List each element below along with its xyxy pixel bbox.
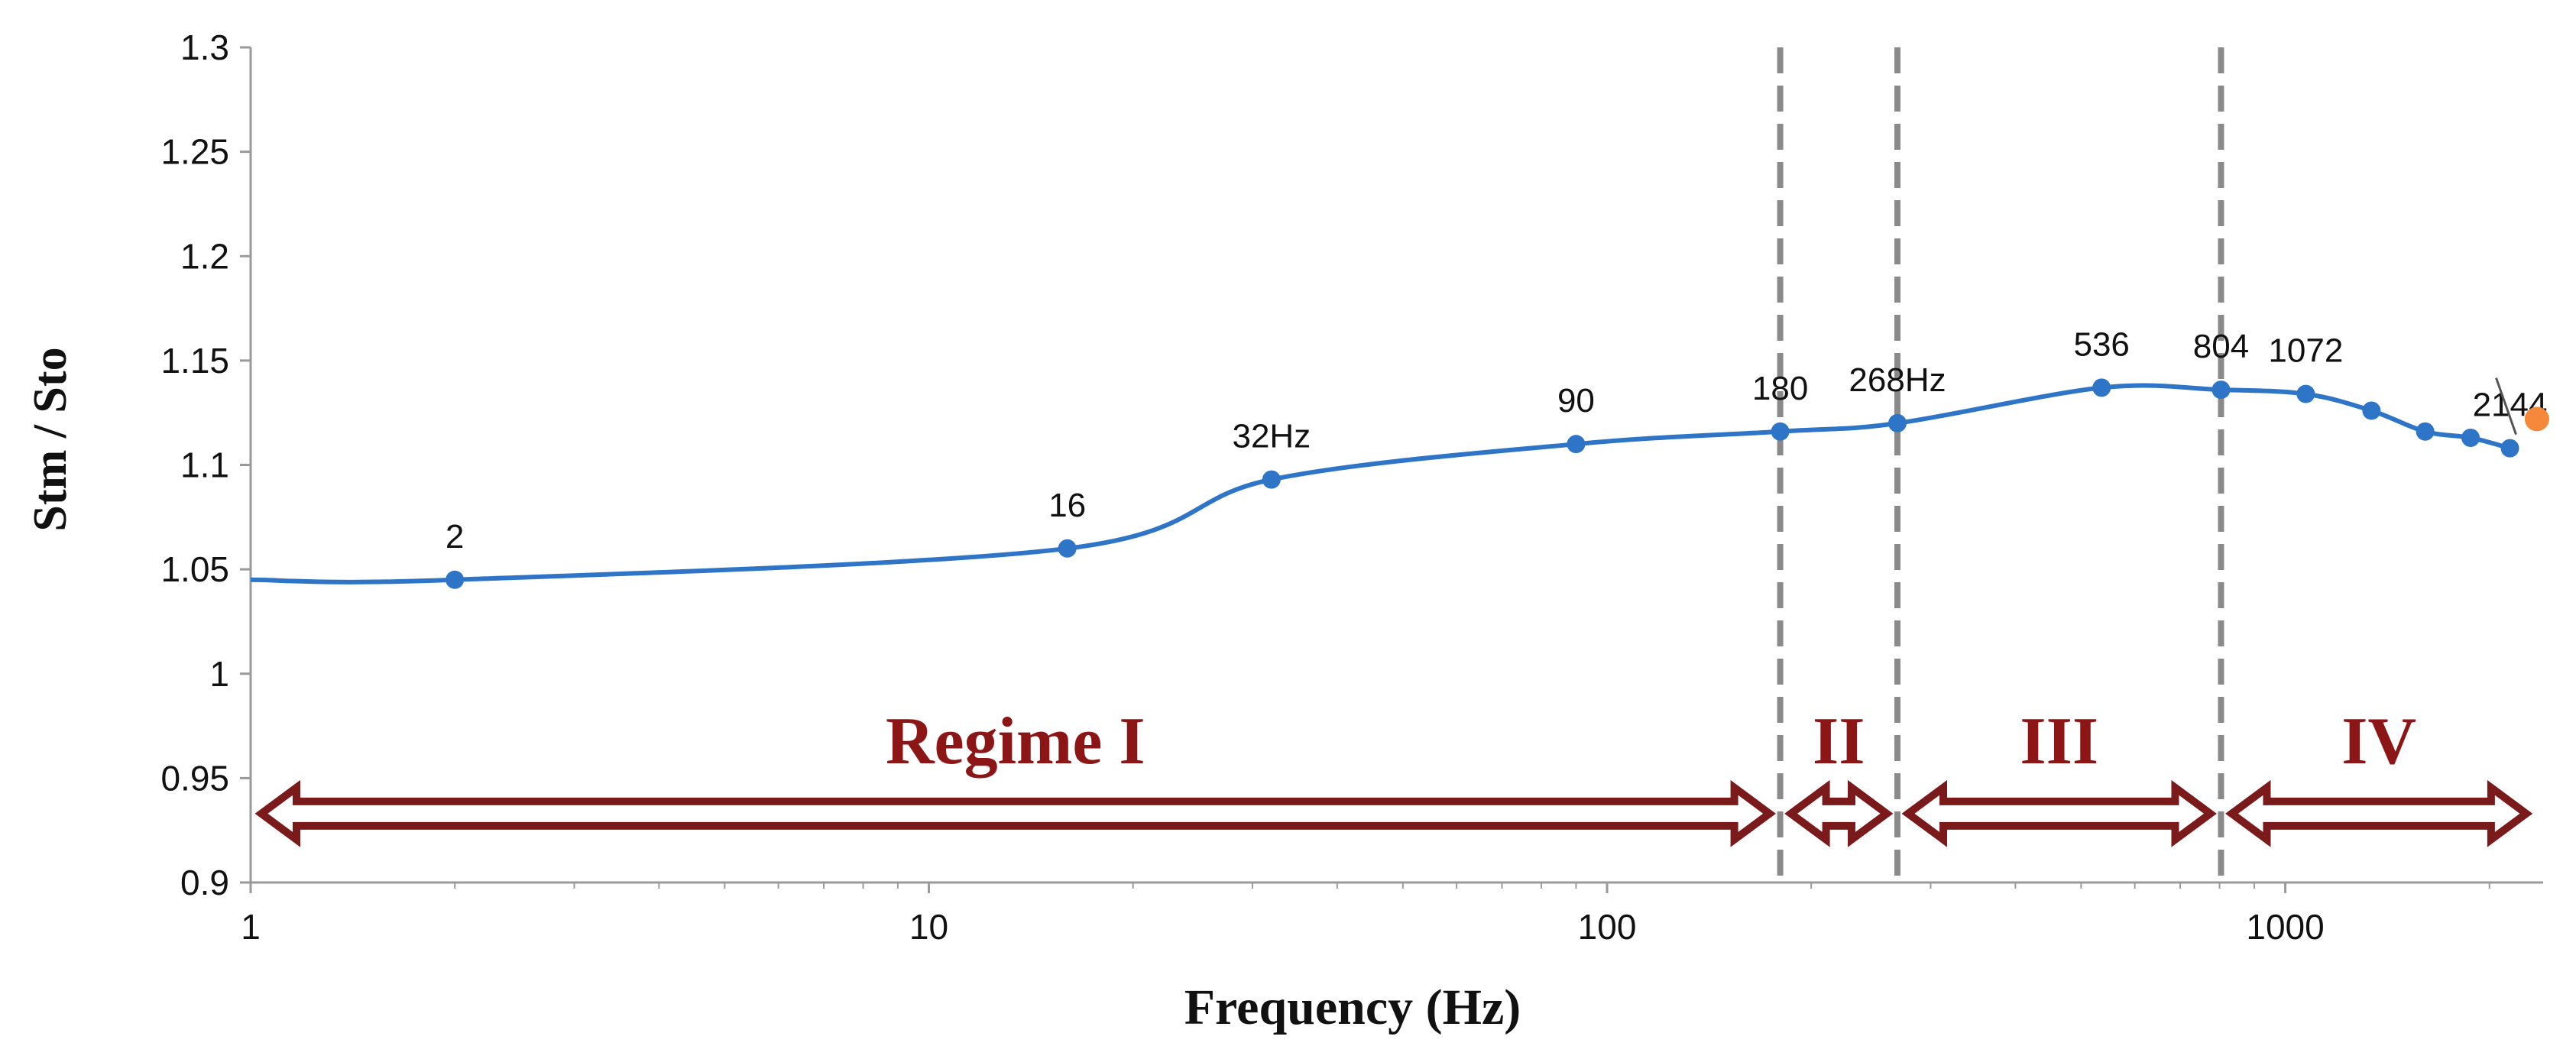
regime-boundaries (1777, 47, 2224, 883)
data-point (2362, 401, 2381, 420)
data-label: 180 (1752, 370, 1808, 407)
data-point (1058, 539, 1077, 558)
regime-arrow (1784, 779, 1894, 847)
y-tick-label: 1.3 (180, 28, 229, 67)
y-tick-label: 1.25 (160, 132, 229, 172)
series-line (250, 383, 2511, 585)
data-point (1771, 422, 1790, 441)
x-tick-label: 100 (1578, 907, 1637, 947)
data-label: 804 (2193, 328, 2249, 365)
data-point (2296, 384, 2315, 403)
regime-label: IV (2341, 704, 2416, 779)
regime-arrows: Regime I II III IV (254, 704, 2533, 847)
y-tick-label: 1.2 (180, 236, 229, 276)
data-point (2461, 428, 2480, 447)
data-point (1262, 470, 1281, 489)
x-tick-label: 1000 (2246, 907, 2324, 947)
x-tick-label: 10 (909, 907, 948, 947)
data-point (2211, 381, 2231, 400)
data-label: 32Hz (1232, 418, 1311, 455)
data-point (1567, 435, 1586, 454)
y-tick-label: 1.05 (160, 549, 229, 589)
highlight-point (2524, 406, 2549, 432)
regime-arrow (254, 779, 1777, 847)
data-label: 536 (2073, 325, 2129, 363)
data-point (2416, 422, 2435, 441)
x-axis-label: Frequency (Hz) (1184, 980, 1521, 1035)
data-label: 268Hz (1849, 361, 1946, 399)
data-point (2092, 378, 2111, 397)
y-tick-label: 0.95 (160, 758, 229, 798)
label-leader-line (2495, 377, 2517, 436)
y-tick-label: 1.1 (180, 445, 229, 485)
regime-label: II (1813, 704, 1865, 779)
data-point (2500, 439, 2519, 458)
y-tick-label: 0.9 (180, 863, 229, 902)
data-point (1888, 413, 1907, 432)
y-tick-label: 1 (209, 654, 229, 694)
data-point (446, 570, 465, 589)
y-tick-label: 1.15 (160, 341, 229, 381)
axes: 0.9 0.95 1 1.05 1.1 1.15 1.2 1.25 1.3 1 10 100 1000 (160, 28, 2543, 947)
x-tick-label: 1 (241, 907, 261, 947)
data-label: 2 (446, 518, 464, 555)
data-label: 90 (1557, 382, 1595, 419)
data-label: 1072 (2268, 332, 2343, 370)
regime-label: III (2020, 704, 2098, 779)
regime-arrow (2225, 779, 2533, 847)
regime-label: Regime I (886, 704, 1145, 779)
data-label: 16 (1048, 487, 1086, 524)
regime-arrow (1901, 779, 2217, 847)
y-axis-label: Stm / Sto (24, 347, 76, 531)
